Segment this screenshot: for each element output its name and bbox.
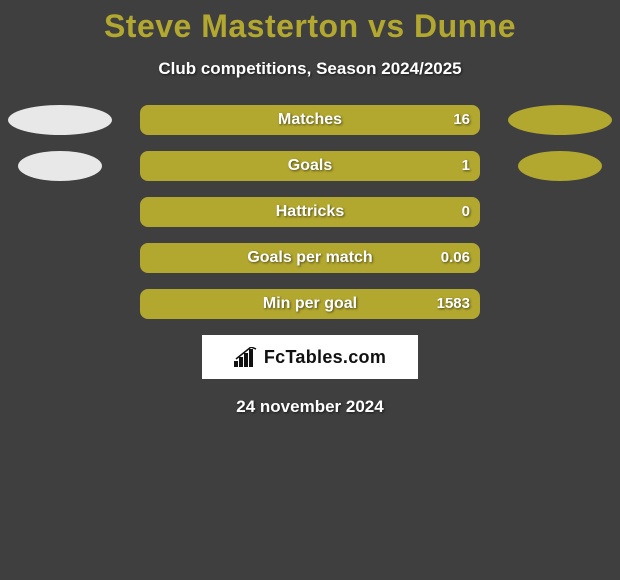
- player-b-bar: [140, 105, 480, 135]
- stat-bar: Matches16: [140, 105, 480, 135]
- subtitle: Club competitions, Season 2024/2025: [0, 59, 620, 79]
- stat-row: Min per goal1583: [0, 289, 620, 319]
- stat-bar: Goals1: [140, 151, 480, 181]
- player-a-name: Steve Masterton: [104, 8, 359, 44]
- player-b-bar: [140, 151, 480, 181]
- stat-bar: Goals per match0.06: [140, 243, 480, 273]
- player-b-ellipse: [508, 105, 612, 135]
- stat-row: Hattricks0: [0, 197, 620, 227]
- brand-box: FcTables.com: [202, 335, 418, 379]
- player-b-bar: [140, 243, 480, 273]
- stat-row: Goals1: [0, 151, 620, 181]
- bar-chart-icon: [234, 347, 258, 367]
- brand-text: FcTables.com: [264, 347, 386, 368]
- player-b-name: Dunne: [414, 8, 516, 44]
- stat-row: Goals per match0.06: [0, 243, 620, 273]
- stat-row: Matches16: [0, 105, 620, 135]
- comparison-infographic: Steve Masterton vs Dunne Club competitio…: [0, 0, 620, 580]
- player-a-ellipse: [18, 151, 101, 181]
- page-title: Steve Masterton vs Dunne: [0, 0, 620, 45]
- vs-separator: vs: [368, 8, 405, 44]
- player-b-bar: [140, 197, 480, 227]
- stats-chart: Matches16 Goals1 Hattricks0 Goals per match…: [0, 105, 620, 319]
- stat-bar: Hattricks0: [140, 197, 480, 227]
- stat-bar: Min per goal1583: [140, 289, 480, 319]
- player-b-ellipse: [518, 151, 601, 181]
- date-line: 24 november 2024: [0, 397, 620, 417]
- player-a-ellipse: [8, 105, 112, 135]
- player-b-bar: [140, 289, 480, 319]
